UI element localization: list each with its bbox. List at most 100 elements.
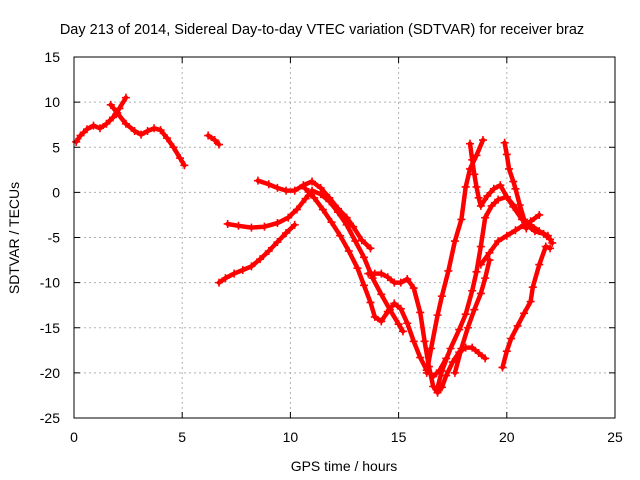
x-tick-label: 15 [391, 429, 407, 445]
data-point [396, 278, 405, 287]
series-arc-2 [106, 100, 189, 170]
x-tick-label: 0 [70, 429, 78, 445]
data-point [334, 204, 343, 213]
data-point [353, 264, 362, 273]
data-point [485, 248, 494, 257]
data-point [377, 317, 386, 326]
data-point [351, 237, 360, 246]
series-arc-6 [253, 176, 375, 253]
data-point [489, 184, 498, 193]
data-point [301, 184, 310, 193]
data-point [204, 131, 213, 140]
series-arc-13 [476, 210, 544, 269]
y-tick-label: -25 [40, 410, 60, 426]
series-line [225, 188, 406, 334]
data-point [113, 108, 122, 117]
data-point [377, 269, 386, 278]
data-point [446, 344, 455, 353]
data-point [169, 143, 178, 152]
data-point [163, 134, 172, 143]
data-point [528, 283, 537, 292]
data-point [223, 219, 232, 228]
x-tick-label: 10 [283, 429, 299, 445]
data-point [72, 137, 81, 146]
data-point [448, 358, 457, 367]
data-point [474, 193, 483, 202]
data-point [290, 186, 299, 195]
data-point [457, 344, 466, 353]
data-point [450, 368, 459, 377]
data-point [121, 93, 130, 102]
data-point [318, 205, 327, 214]
data-point [264, 247, 273, 256]
series-arc-14 [498, 242, 555, 372]
data-point [526, 297, 535, 306]
data-point [496, 181, 505, 190]
data-point [130, 127, 139, 136]
data-point [383, 273, 392, 282]
data-point [301, 194, 310, 203]
data-point [535, 260, 544, 269]
x-tick-label: 5 [178, 429, 186, 445]
data-point [366, 298, 375, 307]
data-point [336, 231, 345, 240]
data-point [442, 371, 451, 380]
data-point [502, 150, 511, 159]
x-tick-label: 20 [499, 429, 515, 445]
data-point [494, 237, 503, 246]
x-tick-label: 25 [607, 429, 623, 445]
axis-ticks: 0 5 10 15 20 25 -25 -20 -15 -10 -5 0 5 10 15 [40, 49, 623, 445]
data-point [390, 299, 399, 308]
y-tick-label: -20 [40, 365, 60, 381]
data-point [383, 307, 392, 316]
data-point [476, 242, 485, 251]
data-point [282, 186, 291, 195]
data-point [481, 354, 490, 363]
data-point [214, 140, 223, 149]
data-point [180, 161, 189, 170]
data-point [403, 275, 412, 284]
data-point [504, 164, 513, 173]
data-point [466, 139, 475, 148]
data-point [238, 265, 247, 274]
data-point [221, 274, 230, 283]
data-point [290, 220, 299, 229]
data-point [359, 281, 368, 290]
data-point [234, 221, 243, 230]
data-point [476, 289, 485, 298]
data-point [273, 238, 282, 247]
data-point [476, 201, 485, 210]
y-axis-label: SDTVAR / TECUs [6, 182, 22, 294]
data-point [541, 242, 550, 251]
data-point [437, 367, 446, 376]
y-tick-label: 10 [44, 94, 60, 110]
data-point [247, 262, 256, 271]
data-point [543, 231, 552, 240]
data-series [72, 93, 557, 397]
series-arc-4 [214, 220, 299, 287]
data-point [89, 121, 98, 130]
x-axis-label: GPS time / hours [291, 458, 398, 474]
y-tick-label: 15 [44, 49, 60, 65]
data-point [468, 286, 477, 295]
data-point [156, 126, 165, 135]
data-point [474, 349, 483, 358]
data-point [548, 238, 557, 247]
data-point [325, 193, 334, 202]
data-point [264, 180, 273, 189]
data-point [76, 131, 85, 140]
data-point [230, 269, 239, 278]
data-point [357, 236, 366, 245]
data-point [457, 215, 466, 224]
data-point [247, 223, 256, 232]
data-point [500, 138, 509, 147]
data-point [308, 177, 317, 186]
data-point [455, 325, 464, 334]
data-point [210, 136, 219, 145]
data-point [481, 274, 490, 283]
data-point [468, 155, 477, 164]
data-point [349, 222, 358, 231]
data-point [502, 192, 511, 201]
series-line [108, 102, 187, 168]
